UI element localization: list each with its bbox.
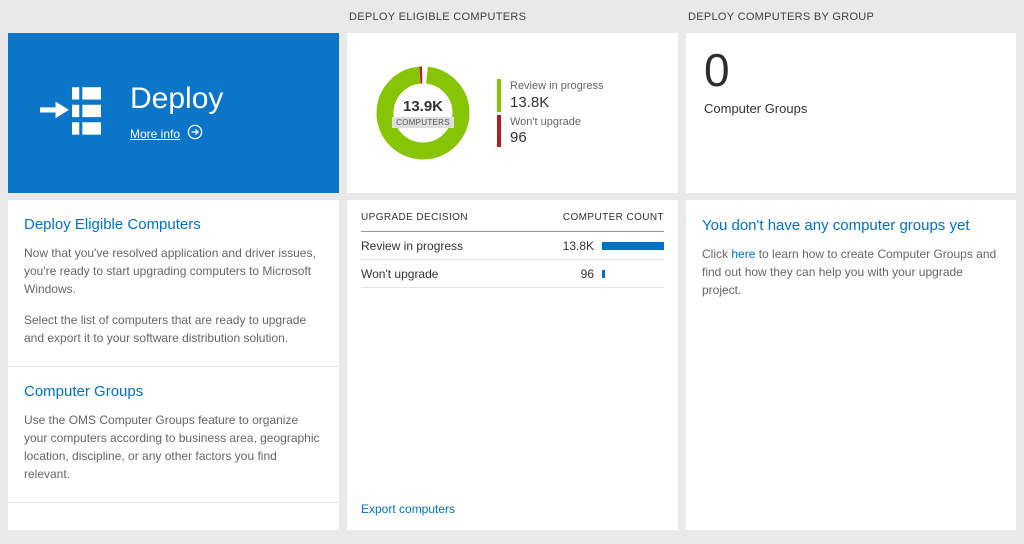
row-bar-slot [602, 241, 664, 250]
no-groups-heading: You don't have any computer groups yet [702, 217, 970, 234]
arrow-circle-icon[interactable] [187, 124, 203, 145]
section-deploy-eligible-computers: Deploy Eligible Computers Now that you'v… [8, 200, 339, 367]
donut-center: 13.9K COMPUTERS [373, 63, 473, 163]
section-heading: Computer Groups [24, 383, 144, 400]
section-paragraph: Now that you've resolved application and… [24, 246, 316, 296]
legend-value: 13.8K [510, 93, 550, 111]
count-bar [602, 269, 605, 278]
table-row[interactable]: Review in progress 13.8K [361, 232, 664, 260]
upgrade-decision-table-card: UPGRADE DECISION COMPUTER COUNT Review i… [347, 200, 678, 530]
no-groups-text: Click here to learn how to create Comput… [702, 245, 1000, 299]
deploy-tile[interactable]: Deploy More info [8, 33, 339, 193]
right-column-header: DEPLOY COMPUTERS BY GROUP [688, 10, 875, 23]
more-info-label[interactable]: More info [130, 127, 181, 141]
deploy-tile-text: Deploy More info [130, 82, 223, 145]
section-paragraph: Select the list of computers that are re… [24, 313, 307, 345]
legend-label: Won't upgrade [510, 115, 582, 128]
more-info-link[interactable]: More info [130, 124, 203, 145]
table-row[interactable]: Won't upgrade 96 [361, 260, 664, 288]
row-value: 96 [580, 266, 594, 281]
table-header-row: UPGRADE DECISION COMPUTER COUNT [361, 200, 664, 232]
legend-label: Review in progress [510, 80, 604, 93]
donut-legend: Review in progress 13.8K Won't upgrade 9… [497, 79, 604, 147]
count-bar [602, 241, 664, 250]
column-header-upgrade-decision: UPGRADE DECISION [361, 212, 468, 223]
middle-column-header: DEPLOY ELIGIBLE COMPUTERS [349, 10, 527, 23]
donut-center-value: 13.9K [402, 98, 444, 115]
eligible-computers-chart-card[interactable]: 13.9K COMPUTERS Review in progress 13.8K… [347, 33, 678, 193]
section-heading: Deploy Eligible Computers [24, 216, 201, 233]
no-groups-text-before: Click [702, 247, 732, 261]
legend-item-wont-upgrade: Won't upgrade 96 [497, 114, 604, 147]
no-groups-text-after: to learn how to create Computer Groups a… [702, 247, 997, 297]
section-empty [8, 503, 339, 530]
section-paragraph: Use the OMS Computer Groups feature to o… [24, 413, 320, 481]
donut-center-label: COMPUTERS [392, 117, 454, 128]
deploy-info-panel: Deploy Eligible Computers Now that you'v… [8, 200, 339, 530]
deploy-icon [38, 80, 104, 146]
legend-value: 96 [510, 128, 527, 146]
legend-color-bar [497, 79, 501, 112]
section-computer-groups: Computer Groups Use the OMS Computer Gro… [8, 367, 339, 503]
no-computer-groups-card: You don't have any computer groups yet C… [686, 200, 1016, 530]
row-bar-slot [602, 269, 664, 278]
left-column-header [8, 0, 339, 33]
eligible-computers-column: DEPLOY ELIGIBLE COMPUTERS 13.9K COMPUTER… [347, 0, 678, 530]
row-value: 13.8K [562, 238, 594, 253]
row-label[interactable]: Review in progress [361, 238, 464, 253]
deploy-tile-title: Deploy [130, 81, 224, 115]
donut-slice-review-in-progress [376, 66, 470, 160]
row-label[interactable]: Won't upgrade [361, 266, 439, 281]
computers-by-group-column: DEPLOY COMPUTERS BY GROUP 0 Computer Gro… [686, 0, 1016, 530]
column-header-computer-count: COMPUTER COUNT [562, 212, 664, 223]
computer-groups-count-card[interactable]: 0 Computer Groups [686, 33, 1016, 193]
upgrade-decision-table: UPGRADE DECISION COMPUTER COUNT Review i… [347, 200, 678, 288]
legend-color-bar [497, 114, 501, 147]
donut-chart: 13.9K COMPUTERS [373, 63, 473, 163]
computer-groups-count: 0 [704, 44, 730, 96]
deploy-column: Deploy More info Deploy Eligible Compute… [8, 0, 339, 530]
export-computers-link[interactable]: Export computers [361, 502, 456, 516]
computer-groups-count-label: Computer Groups [704, 100, 808, 116]
here-link[interactable]: here [731, 247, 756, 261]
legend-item-review-in-progress: Review in progress 13.8K [497, 79, 604, 112]
